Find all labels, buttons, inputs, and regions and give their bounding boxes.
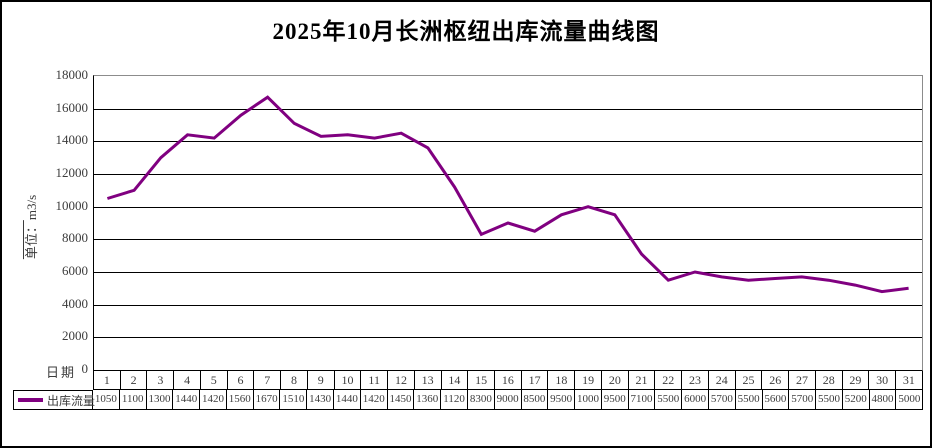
y-tick-label: 14000 [55,132,89,148]
flow-value-cell: 1420 [200,390,227,410]
gridline [94,108,922,110]
day-header-cell: 29 [842,371,870,390]
flow-value-cell: 1440 [334,390,361,410]
day-header-cell: 6 [227,371,255,390]
day-header-cell: 3 [147,371,175,390]
gridline [94,206,922,208]
day-header-cell: 15 [468,371,496,390]
day-header-cell: 16 [495,371,522,390]
y-tick-label: 2000 [62,328,88,344]
day-header-cell: 26 [762,371,790,390]
day-header-cell: 30 [869,371,897,390]
day-header-cell: 24 [708,371,736,390]
day-header-cell: 9 [307,371,335,390]
day-header-cell: 1 [93,371,121,390]
flow-value-cell: 5200 [842,390,870,410]
gridline [94,174,922,175]
flow-value-cell: 5500 [735,390,763,410]
day-header-cell: 7 [254,371,282,390]
day-header-cell: 18 [548,371,576,390]
gridline [94,337,922,339]
day-header-cell: 8 [281,371,308,390]
flow-value-cell: 1430 [307,390,335,410]
flow-value-cell: 1450 [387,390,415,410]
y-tick-label: 12000 [55,165,89,180]
flow-value-cell: 5500 [655,390,683,410]
flow-value-cell: 1050 [93,390,120,410]
day-header-cell: 5 [200,371,228,390]
flow-value-cell: 1100 [119,390,147,410]
day-header-cell: 19 [575,371,602,390]
chart-title: 2025年10月长洲枢纽出库流量曲线图 [272,19,660,44]
flow-value-cell: 7100 [628,390,656,410]
y-tick-label: 10000 [55,197,89,213]
data-table: 1 2 3 4 5 6 7 8 9 10 11 12 13 14 15 16 17 18 19 20 21 22 23 24 2… [13,371,924,410]
day-header-cell: 4 [174,371,201,390]
y-tick-label: 18000 [55,67,89,82]
flow-value-cell: 1560 [226,390,254,410]
y-tick-label: 4000 [62,295,88,311]
day-header-cell: 28 [815,371,843,390]
day-header-cell: 10 [334,371,362,390]
flow-value-cell: 5500 [816,390,843,410]
day-header-cell: 23 [682,371,709,390]
y-tick-label: 16000 [55,99,89,115]
flow-value-cell: 5700 [708,390,736,410]
gridline [94,272,922,273]
flow-value-cell: 5600 [762,390,790,410]
y-tick-label: 8000 [62,230,88,246]
series-line-svg [106,95,909,294]
flow-value-cell: 1420 [360,390,388,410]
series-legend-label: 出库流量 [47,393,96,408]
day-header-cell: 27 [789,371,816,390]
day-header-cell: 13 [414,371,442,390]
flow-value-cell: 4800 [869,390,897,410]
legend-cell: 出库流量 [13,390,96,410]
day-header-cell: 2 [120,371,148,390]
day-header-cell: 11 [361,371,389,390]
day-header-cell: 25 [735,371,763,390]
gridline [94,141,922,143]
day-header-cell: 31 [896,371,923,390]
x-axis-label: 日期 [46,365,77,380]
flow-value-cell: 5000 [896,390,924,410]
flow-value-cell: 5700 [789,390,817,410]
y-tick-label: 0 [81,361,89,376]
flow-value-cell: 1000 [575,390,602,410]
plot-area [93,75,923,371]
day-header-cell: 17 [521,371,549,390]
day-header-cell: 22 [655,371,683,390]
flow-value-cell: 8300 [467,390,495,410]
day-header-cell: 14 [441,371,469,390]
flow-value-cell: 9000 [494,390,522,410]
flow-value-cell: 8500 [521,390,549,410]
flow-value-cell: 1510 [280,390,308,410]
outflow-series-line [106,95,909,294]
series-line-swatch-icon [18,398,43,402]
y-tick-label: 6000 [62,263,88,278]
flow-value-cell: 1120 [441,390,468,410]
flow-value-cell: 1360 [414,390,442,410]
flow-value-cell: 1440 [173,390,201,410]
y-axis-unit-label: 单位：m3/s [21,183,39,271]
gridline [94,239,922,241]
gridline [94,304,922,306]
day-header-cell: 20 [601,371,629,390]
flow-value-cell: 6000 [682,390,709,410]
flow-value-cell: 1300 [146,390,174,410]
value-row: 出库流量 1050 1100 1300 1440 1420 1560 1670 1510 143… [13,390,924,410]
flow-value-cell: 9500 [548,390,576,410]
flow-value-cell: 9500 [601,390,629,410]
day-header-row: 1 2 3 4 5 6 7 8 9 10 11 12 13 14 15 16 17 18 19 20 21 22 23 24 2… [93,371,923,390]
day-header-cell: 12 [388,371,415,390]
day-header-cell: 21 [628,371,656,390]
value-cells: 1050 1100 1300 1440 1420 1560 1670 1510 1430 1440… [93,390,924,410]
flow-value-cell: 1670 [253,390,281,410]
